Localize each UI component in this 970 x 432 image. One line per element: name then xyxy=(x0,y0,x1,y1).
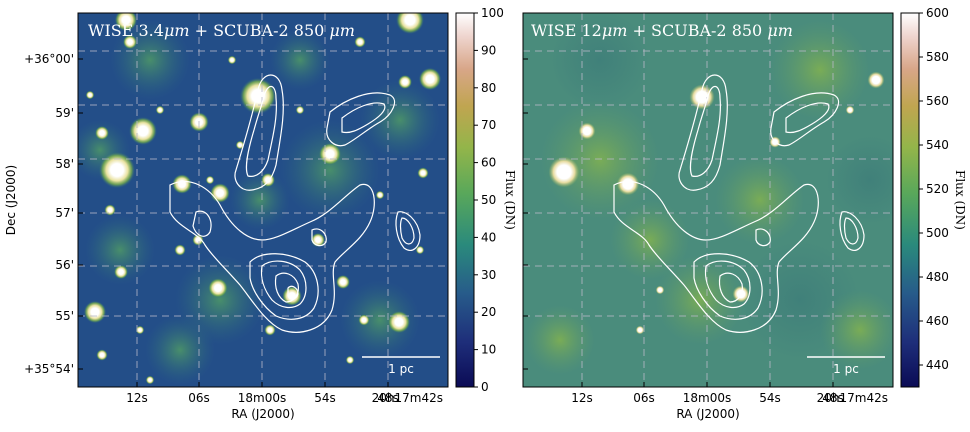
panel-2-title-mu: μm xyxy=(602,21,628,40)
colorbar-tick-label: 460 xyxy=(926,314,949,328)
scale-bar-1: 1 pc xyxy=(362,356,440,376)
contours-scuba2 xyxy=(169,74,421,333)
dec-tick-label: +35°54' xyxy=(24,362,74,376)
panel-2-title-prefix: WISE 12 xyxy=(531,21,602,40)
colorbar-tick-label: 100 xyxy=(481,6,504,20)
ra-tick-label: 12s xyxy=(571,391,593,405)
colorbar-tick-label: 90 xyxy=(481,43,496,57)
colorbar-2: 440 460 480 500 520 540 560 580 600 Flux (DN) xyxy=(900,6,967,388)
ra-tick-label: 06s xyxy=(188,391,210,405)
panel-1-title-unit: μm xyxy=(329,21,355,40)
colorbar-tick-label: 480 xyxy=(926,270,949,284)
colorbar-tick-label: 0 xyxy=(481,380,489,394)
dec-tick-label: 58' xyxy=(55,157,74,171)
colorbar-tick-label: 440 xyxy=(926,358,949,372)
colorbar-tick-label: 520 xyxy=(926,182,949,196)
dec-tick-label: +36°00' xyxy=(24,52,74,66)
point-sources-12 xyxy=(548,71,885,335)
colorbar-tick-label: 70 xyxy=(481,118,496,132)
panel-1-title-suffix: + SCUBA-2 850 xyxy=(190,21,330,40)
coordinate-grid-12 xyxy=(523,13,893,387)
panel-wise-12: WISE 12μm + SCUBA-2 850 μm 1 pc 12s 06s 18… xyxy=(522,6,967,421)
colorbar-1-label: Flux (DN) xyxy=(503,170,517,230)
dec-tick-label: 55' xyxy=(55,309,74,323)
colorbar-tick-label: 580 xyxy=(926,50,949,64)
coordinate-grid xyxy=(78,13,448,387)
ra-tick-label: 20h17m42s xyxy=(817,391,888,405)
diffuse-emission-12 xyxy=(525,13,893,375)
ra-tick-label: 48s xyxy=(377,391,399,405)
ra-tick-label: 18m00s xyxy=(238,391,286,405)
dec-axis-label: Dec (J2000) xyxy=(4,165,18,235)
image-wise-3-4 xyxy=(78,13,448,387)
scale-bar-2-label: 1 pc xyxy=(833,362,859,376)
colorbar-tick-label: 600 xyxy=(926,6,949,20)
svg-text:WISE 12μm + SCUBA-2 850 μm: WISE 12μm + SCUBA-2 850 μm xyxy=(531,21,793,40)
ra-tick-label: 18m00s xyxy=(683,391,731,405)
colorbar-1: 0 10 20 30 40 50 60 70 80 90 100 Flux (DN) xyxy=(455,6,517,394)
ra-axis-label-2: RA (J2000) xyxy=(676,407,739,421)
panel-wise-3-4: WISE 3.4μm + SCUBA-2 850 μm 1 pc 12s 06s 1… xyxy=(4,6,517,421)
colorbar-tick-label: 60 xyxy=(481,156,496,170)
colorbar-tick-label: 500 xyxy=(926,226,949,240)
colorbar-tick-label: 560 xyxy=(926,94,949,108)
colorbar-2-ticks: 440 460 480 500 520 540 560 580 600 xyxy=(919,6,949,372)
contours-scuba2-12 xyxy=(613,74,865,333)
panel-2-title: WISE 12μm + SCUBA-2 850 μm xyxy=(531,21,793,40)
colorbar-tick-label: 40 xyxy=(481,230,496,244)
diffuse-emission xyxy=(78,20,440,385)
dec-tick-label: 57' xyxy=(55,206,74,220)
ra-tick-label: 06s xyxy=(633,391,655,405)
panel-1-title-mu: μm xyxy=(164,21,190,40)
scale-bar-1-label: 1 pc xyxy=(388,362,414,376)
colorbar-tick-label: 30 xyxy=(481,268,496,282)
panel-2-title-unit: μm xyxy=(767,21,793,40)
image-wise-12 xyxy=(523,13,893,387)
colorbar-tick-label: 50 xyxy=(481,193,496,207)
ra-axis-label-1: RA (J2000) xyxy=(231,407,294,421)
ra-tick-label: 12s xyxy=(126,391,148,405)
panel-1-title-prefix: WISE 3.4 xyxy=(88,21,164,40)
colorbar-tick-label: 10 xyxy=(481,343,496,357)
colorbar-2-label: Flux (DN) xyxy=(953,170,967,230)
ra-tick-label: 20h17m42s xyxy=(372,391,443,405)
scale-bar-2: 1 pc xyxy=(807,356,885,376)
colorbar-tick-label: 20 xyxy=(481,305,496,319)
dec-tick-label: 56' xyxy=(55,258,74,272)
ra-tick-label: 54s xyxy=(759,391,781,405)
colorbar-tick-label: 540 xyxy=(926,138,949,152)
ra-tick-label: 48s xyxy=(822,391,844,405)
point-sources xyxy=(83,13,442,385)
svg-text:WISE 3.4μm + SCUBA-2 850 μm: WISE 3.4μm + SCUBA-2 850 μm xyxy=(88,21,355,40)
dec-tick-label: 59' xyxy=(55,106,74,120)
colorbar-1-ticks: 0 10 20 30 40 50 60 70 80 90 100 xyxy=(474,6,504,394)
ra-tick-label: 54s xyxy=(314,391,336,405)
panel-1-title: WISE 3.4μm + SCUBA-2 850 μm xyxy=(88,21,355,40)
colorbar-tick-label: 80 xyxy=(481,81,496,95)
panel-2-title-suffix: + SCUBA-2 850 xyxy=(627,21,767,40)
